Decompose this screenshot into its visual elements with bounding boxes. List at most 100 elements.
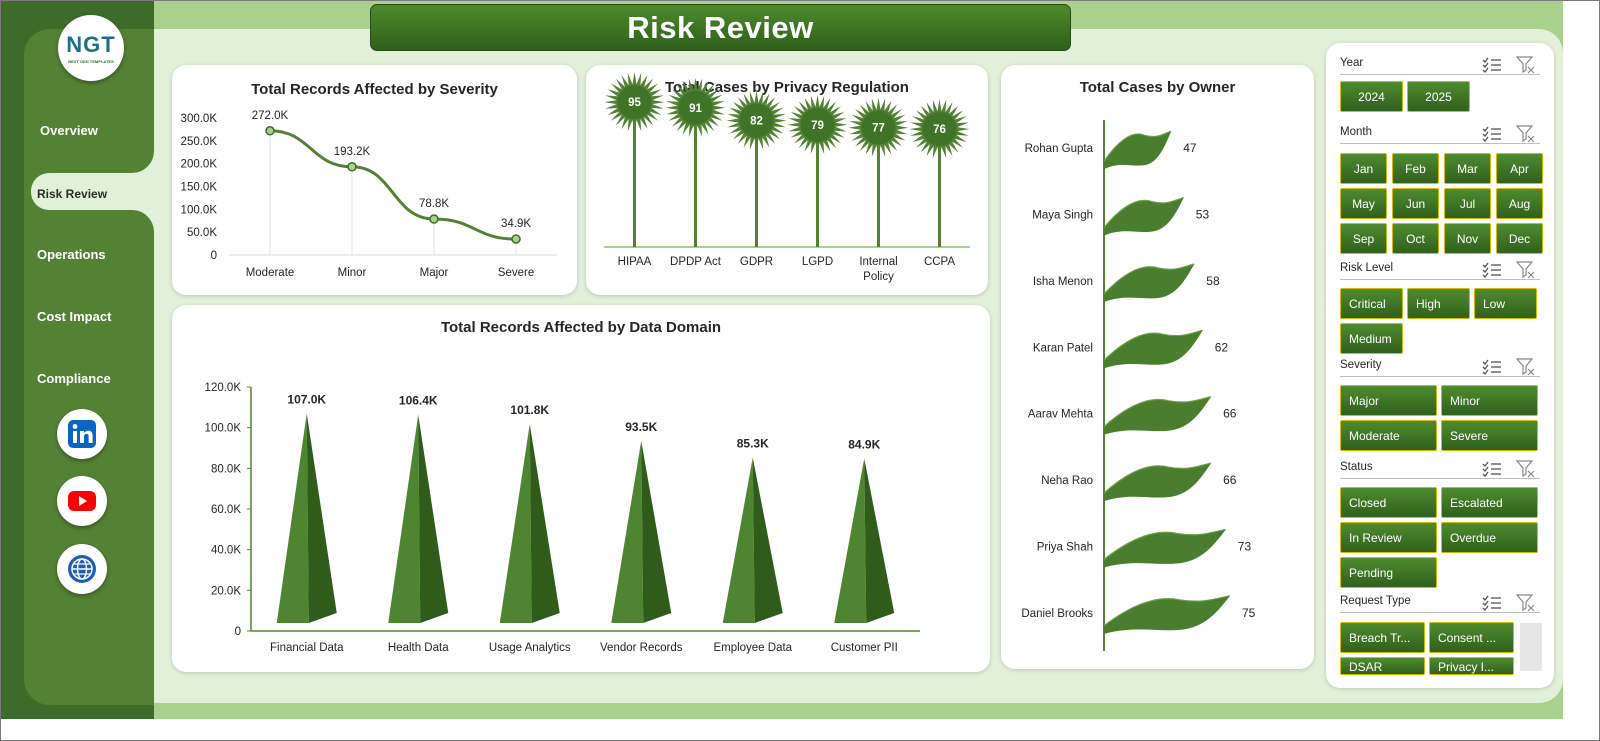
slicer-chip[interactable]: Pending [1340,557,1437,588]
lollipop-core [922,112,957,147]
y-tick-label: 40.0K [211,545,241,557]
slicer-chip[interactable]: Feb [1392,153,1439,184]
slicer-chip[interactable]: 2025 [1407,81,1470,112]
nav-item-compliance[interactable]: Compliance [37,371,111,386]
logo: NGT NEXT GEN TEMPLATES [58,15,124,81]
slicer-chip[interactable]: Overdue [1441,522,1538,553]
y-tick-label: Isha Menon [1033,276,1093,288]
y-tick-label: 0 [211,250,217,262]
slicer-chip[interactable]: Medium [1340,323,1403,354]
multi-select-icon[interactable] [1481,55,1503,75]
x-tick-label: Policy [863,271,894,283]
slicer-chip[interactable]: Closed [1340,487,1437,518]
slicer-chip[interactable]: High [1407,288,1470,319]
nav-item-overview[interactable]: Overview [40,123,98,138]
slicer-chip[interactable]: Jul [1444,188,1491,219]
owner-bar [1104,595,1230,634]
slicer-chip[interactable]: Breach Tr... [1340,622,1425,653]
slicer-chip[interactable]: Jan [1340,153,1387,184]
slicer-chip[interactable]: Moderate [1340,420,1437,451]
multi-select-icon[interactable] [1481,459,1503,479]
slicer-chip[interactable]: Minor [1441,385,1538,416]
lollipop-core [800,107,835,142]
slicer-chip[interactable]: Critical [1340,288,1403,319]
slicer-scrollbar[interactable] [1520,623,1542,671]
youtube-icon[interactable] [57,476,107,526]
slicer-header: Month [1340,124,1540,144]
y-tick-label: Maya Singh [1032,210,1093,222]
slicer-label: Status [1340,461,1373,473]
owner-bar [1104,197,1184,236]
x-tick-label: Internal [859,256,897,268]
nav-item-cost-impact[interactable]: Cost Impact [37,309,112,324]
slicer-chip[interactable]: Jun [1392,188,1439,219]
data-point [347,162,357,172]
data-label: 34.9K [501,218,531,230]
slicer-chip[interactable]: DSAR [1340,657,1425,675]
slicer-chip[interactable]: Mar [1444,153,1491,184]
slicer-chip[interactable]: 2024 [1340,81,1403,112]
y-tick-label: 20.0K [211,585,241,597]
y-tick-label: 50.0K [187,227,217,239]
slicer-header: Request Type [1340,593,1540,613]
data-point [429,214,439,224]
data-label: 93.5K [625,420,657,434]
pyramid-front [276,413,309,623]
severity-chart-card: Total Records Affected by Severity 0 50.0… [172,65,577,295]
slicer-chip[interactable]: Major [1340,385,1437,416]
nav-item-operations[interactable]: Operations [37,247,106,262]
slicer-chip[interactable]: Nov [1444,223,1491,254]
x-tick-label: Employee Data [713,642,792,654]
multi-select-icon[interactable] [1481,260,1503,280]
multi-select-icon[interactable] [1481,357,1503,377]
x-tick-label: Usage Analytics [489,642,571,654]
linkedin-icon[interactable] [57,409,107,459]
clear-filter-icon[interactable] [1515,357,1537,377]
slicer-label: Risk Level [1340,262,1394,274]
owner-bar [1104,529,1226,568]
owner-bar-highlight [1103,462,1212,494]
lollipop-core [617,85,652,120]
multi-select-icon[interactable] [1481,124,1503,144]
slicer-chip[interactable]: Aug [1496,188,1543,219]
clear-filter-icon[interactable] [1515,55,1537,75]
owner-bar-highlight [1103,329,1203,361]
x-tick-label: Moderate [246,267,295,279]
clear-filter-icon[interactable] [1515,459,1537,479]
slicer-chip[interactable]: Low [1474,288,1537,319]
pyramid-side [306,413,337,623]
slicer-chip[interactable]: Apr [1496,153,1543,184]
owner-chart: 47 Rohan Gupta 53 Maya Singh 58 Isha Menon 62 K… [1021,120,1256,651]
x-tick-label: Financial Data [270,642,344,654]
clear-filter-icon[interactable] [1515,124,1537,144]
owner-bar-highlight [1103,130,1172,162]
data-label: 106.4K [399,394,438,408]
slicer-chip[interactable]: Escalated [1441,487,1538,518]
slicer-chip[interactable]: Consent ... [1429,622,1514,653]
clear-filter-icon[interactable] [1515,260,1537,280]
nav-item-risk-review[interactable]: Risk Review [37,187,108,201]
slicer-header: Risk Level [1340,260,1540,280]
slicer-header: Status [1340,459,1540,479]
globe-icon[interactable] [57,544,107,594]
y-tick-label: 60.0K [211,504,241,516]
data-label: 77 [872,123,885,135]
slicer-chip[interactable]: Sep [1340,223,1387,254]
data-label: 193.2K [334,146,371,158]
multi-select-icon[interactable] [1481,593,1503,613]
pyramid-side [529,424,560,623]
slicer-chip[interactable]: In Review [1340,522,1437,553]
slicer-chip[interactable]: Dec [1496,223,1543,254]
pyramid-side [641,440,672,623]
x-tick-label: LGPD [802,256,833,268]
slicer-chip[interactable]: Privacy I... [1429,657,1514,675]
slicer-chip[interactable]: May [1340,188,1387,219]
pyramid-side [752,457,783,623]
y-tick-label: Aarav Mehta [1028,409,1094,421]
slicer-chip[interactable]: Oct [1392,223,1439,254]
owner-bar [1104,263,1195,302]
data-label: 76 [933,124,946,136]
clear-filter-icon[interactable] [1515,593,1537,613]
slicer-chip[interactable]: Severe [1441,420,1538,451]
